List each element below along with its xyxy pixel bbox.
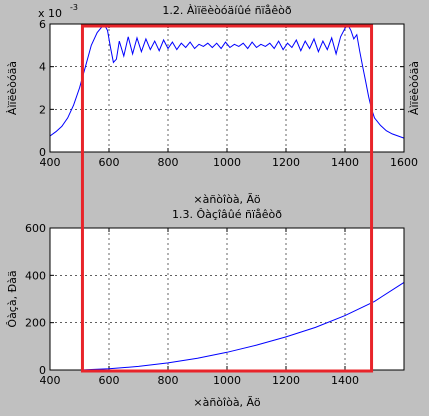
chart1-y-tick-label: 0 — [39, 146, 46, 159]
chart2-x-tick-label: 1400 — [331, 374, 359, 387]
chart1-series-line — [49, 24, 405, 139]
chart1-axes-frame — [49, 23, 405, 153]
chart1-exponent-label: x 10 — [38, 7, 62, 20]
chart2-series-line — [50, 281, 405, 371]
chart2-xlabel: ×àñòîòà, Ãö — [193, 396, 261, 409]
chart2-x-tick-label: 400 — [40, 374, 61, 387]
chart2-y-tick-label: 400 — [25, 269, 46, 282]
chart1-x-tick-label: 400 — [40, 156, 61, 169]
chart1-y-tick-label: 4 — [39, 61, 46, 74]
highlight-box — [80, 24, 374, 373]
chart2-x-tick-label: 800 — [158, 374, 179, 387]
chart1-x-tick-label: 800 — [158, 156, 179, 169]
chart1-x-tick-label: 1000 — [213, 156, 241, 169]
chart2-x-tick-label: 600 — [99, 374, 120, 387]
chart1-ylabel-right: Àìïëèòóäà — [408, 61, 421, 115]
chart2-y-tick-label: 600 — [25, 222, 46, 235]
chart1-y-tick-label: 6 — [39, 18, 46, 31]
chart2-ylabel: Ôàçà, Ðàä — [6, 270, 19, 327]
chart1-title: 1.2. Àìïëèòóäíûé ñïåêòð — [162, 4, 291, 17]
chart1-ylabel: Àìïëèòóäà — [6, 61, 19, 115]
chart1-y-tick-label: 2 — [39, 103, 46, 116]
chart1-exponent-power: -3 — [70, 3, 78, 12]
chart1-x-tick-label: 1400 — [331, 156, 359, 169]
chart1-xlabel: ×àñòîòà, Ãö — [193, 193, 261, 206]
chart2-x-tick-label: 1000 — [213, 374, 241, 387]
chart2-x-tick-label: 1200 — [272, 374, 300, 387]
chart1-x-tick-label: 1200 — [272, 156, 300, 169]
chart2-title: 1.3. Ôàçîâûé ñïåêòð — [172, 208, 282, 221]
chart2-y-tick-label: 200 — [25, 317, 46, 330]
chart2-y-tick-label: 0 — [39, 364, 46, 377]
chart1-x-tick-label: 1600 — [390, 156, 418, 169]
chart1-x-tick-label: 600 — [99, 156, 120, 169]
